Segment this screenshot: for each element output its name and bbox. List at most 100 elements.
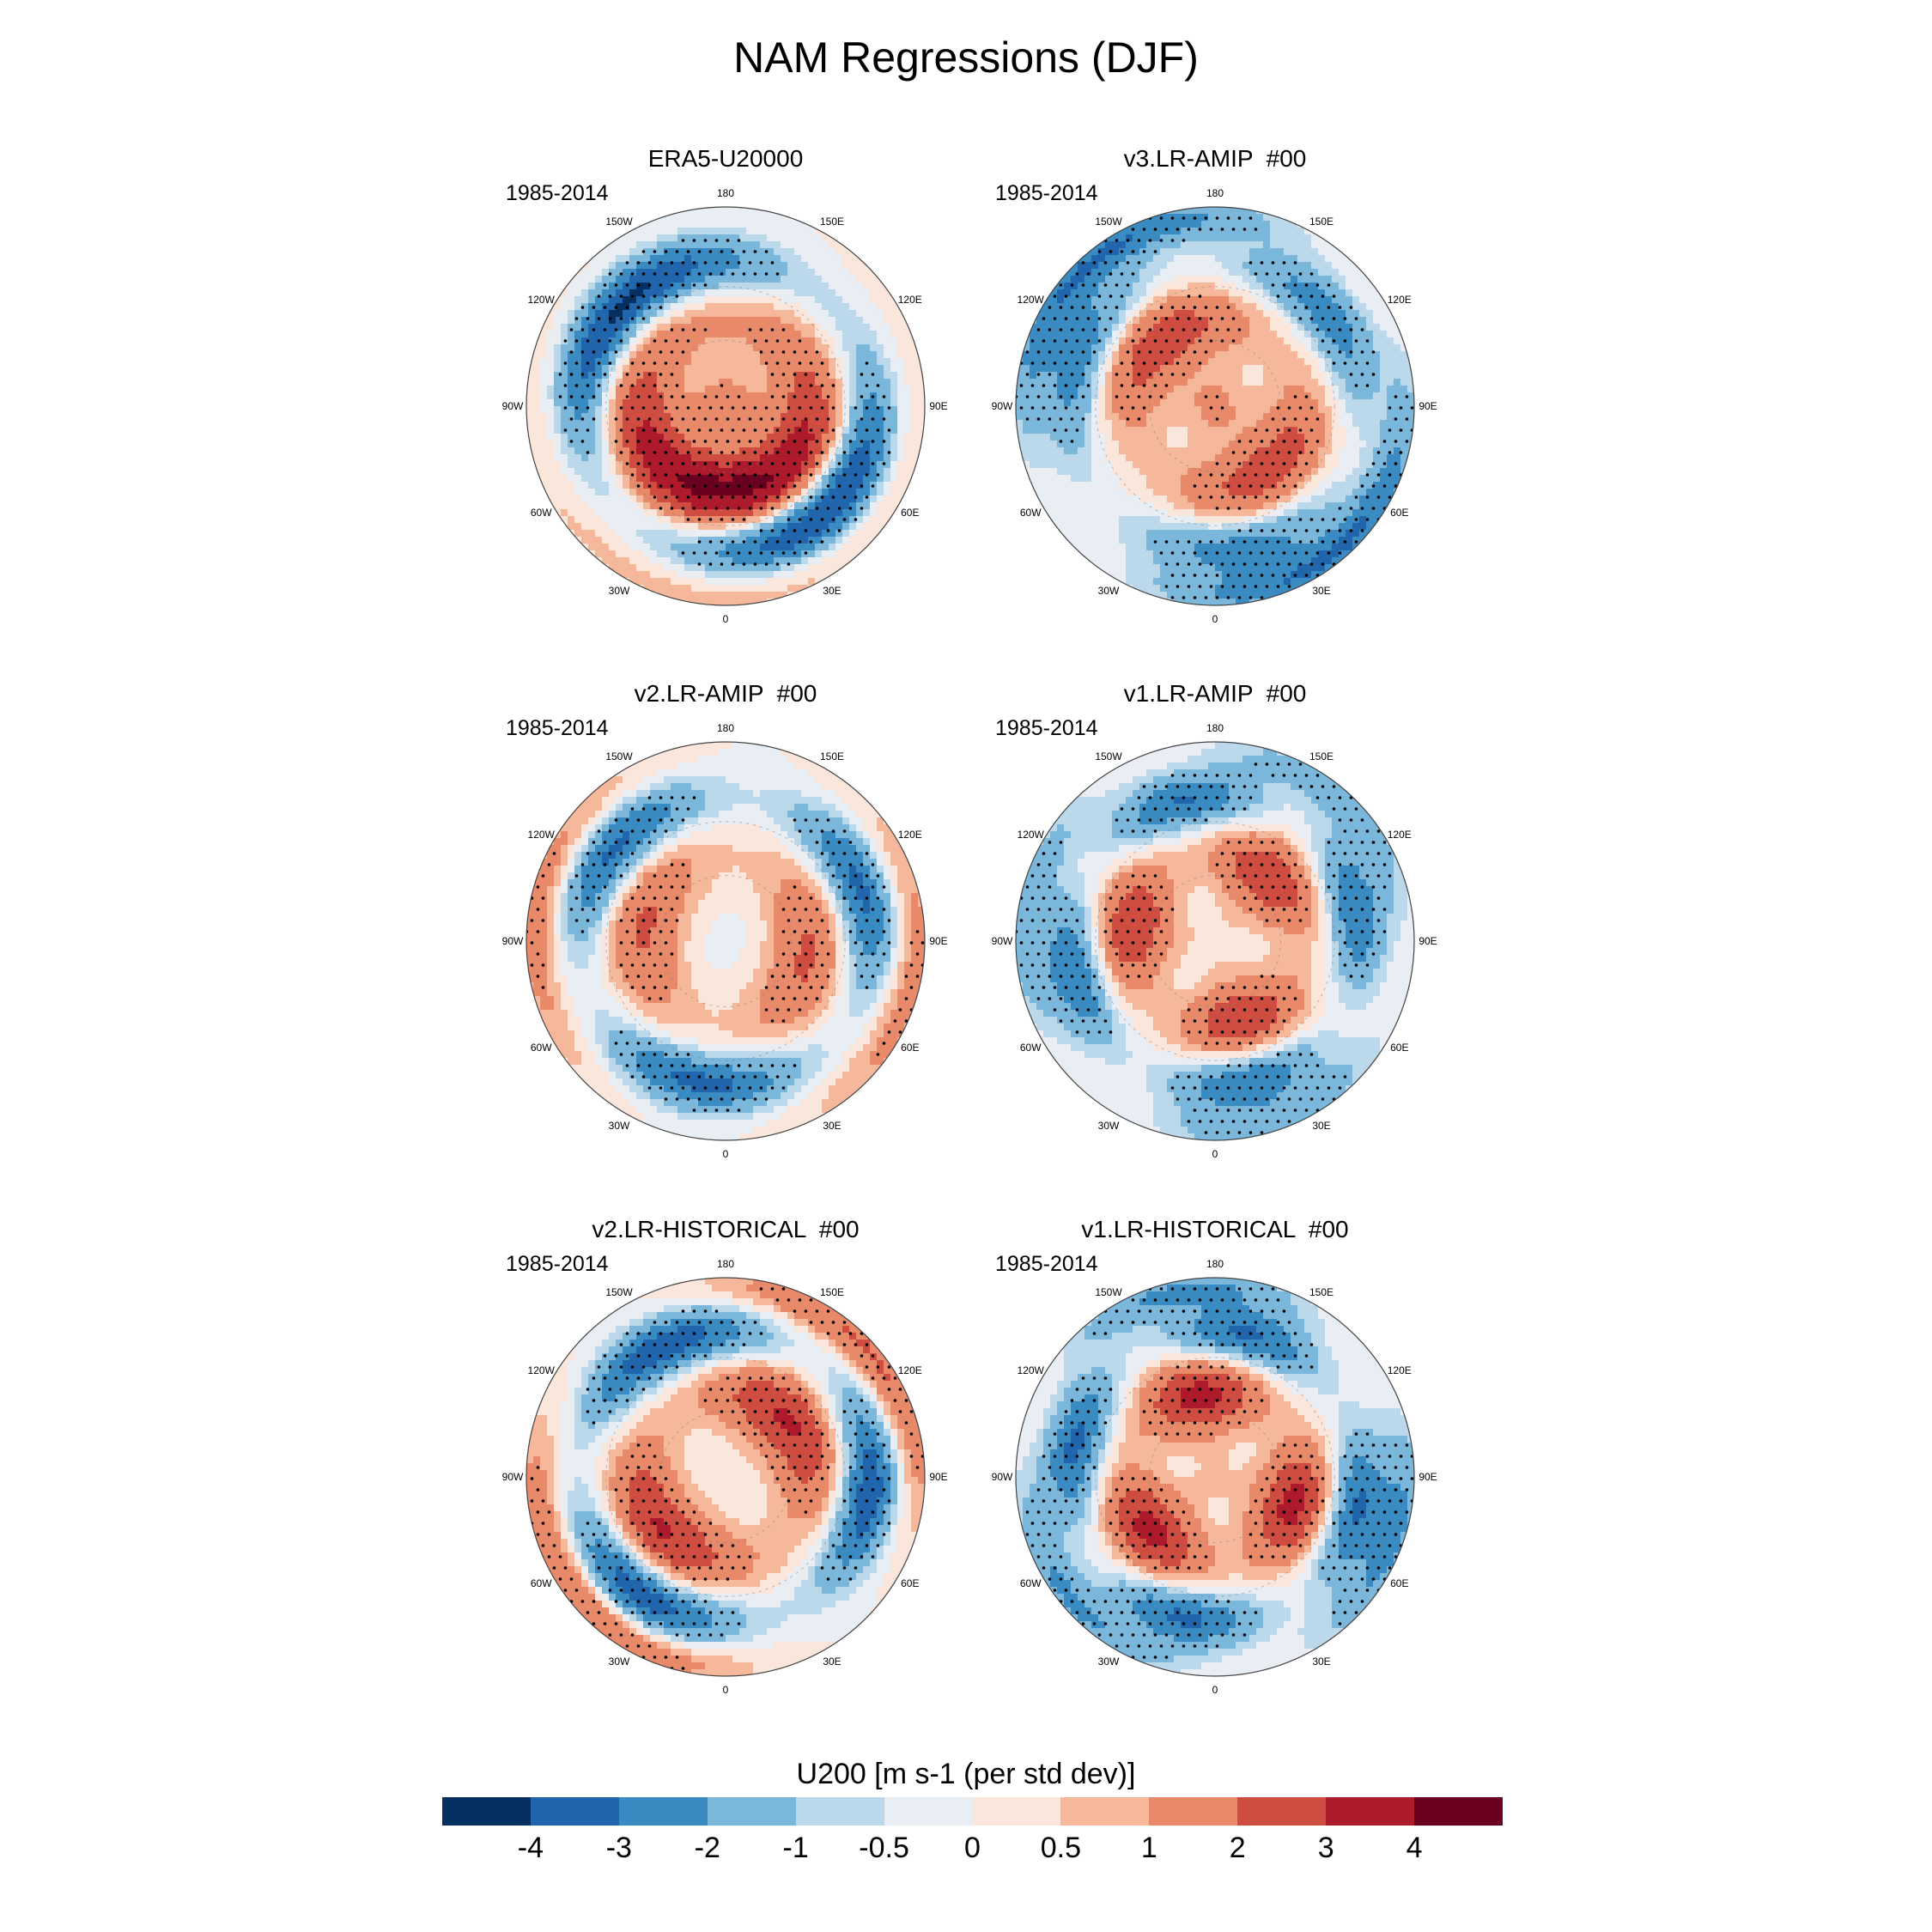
colorbar-tick-label: -4 <box>517 1832 544 1864</box>
colorbar-tick-label: -3 <box>605 1832 632 1864</box>
longitude-label: 180 <box>717 187 734 199</box>
longitude-label: 30E <box>823 1656 841 1668</box>
longitude-label: 90W <box>502 400 524 412</box>
significance-stippling <box>1016 216 1414 599</box>
longitude-label: 90E <box>1419 935 1437 947</box>
significance-stippling <box>1016 762 1392 1134</box>
colorbar-box <box>972 1797 1061 1826</box>
longitude-label: 90W <box>502 1471 524 1483</box>
longitude-label: 120W <box>1018 294 1045 306</box>
longitude-label: 120E <box>898 829 922 841</box>
panel-period: 1985-2014 <box>506 716 609 740</box>
colorbar-box <box>618 1797 708 1826</box>
longitude-label: 180 <box>717 1258 734 1270</box>
longitude-label: 60E <box>901 1042 919 1054</box>
filled-contours <box>1016 1278 1414 1676</box>
significance-stippling <box>526 796 925 1112</box>
polar-map: 180 150E 120E 90E 60E 30E 0 30W 60W 90W 120W 150W <box>502 1258 948 1696</box>
longitude-label: 30W <box>609 1120 630 1132</box>
colorbar-box <box>530 1797 620 1826</box>
longitude-label: 0 <box>1212 1148 1218 1160</box>
longitude-label: 150W <box>1095 1286 1122 1298</box>
longitude-label: 120E <box>898 1364 922 1376</box>
map-panel-v2-amip: v2.LR-AMIP #00 1985-2014 180 150E 120E 90E 6… <box>485 680 966 1166</box>
longitude-label: 180 <box>1206 722 1224 734</box>
map-panel-v1-amip: v1.LR-AMIP #00 1985-2014 180 150E 120E 90E 6… <box>975 680 1455 1166</box>
colorbar-box <box>884 1797 973 1826</box>
panel-title: v3.LR-AMIP #00 <box>1123 145 1307 172</box>
colorbar-box <box>707 1797 797 1826</box>
colorbar-tick-label: -1 <box>782 1832 809 1864</box>
longitude-label: 150W <box>1095 750 1122 762</box>
longitude-label: 60W <box>531 1577 552 1589</box>
longitude-label: 150E <box>1309 1286 1334 1298</box>
filled-contours <box>526 1278 925 1676</box>
longitude-label: 60W <box>1020 507 1042 519</box>
coastline-outline <box>1148 339 1282 473</box>
filled-contours <box>526 207 925 605</box>
longitude-label: 90E <box>929 935 947 947</box>
longitude-label: 150E <box>1309 750 1334 762</box>
panel-period: 1985-2014 <box>995 1252 1098 1276</box>
longitude-label: 120E <box>898 294 922 306</box>
coastline-outline <box>605 286 846 526</box>
panel-title: v2.LR-HISTORICAL #00 <box>592 1216 860 1242</box>
colorbar-tick-label: 2 <box>1229 1832 1246 1864</box>
colorbar-box <box>1237 1797 1327 1826</box>
panel-title: v1.LR-AMIP #00 <box>1123 680 1307 707</box>
coastline-outline <box>605 821 846 1061</box>
longitude-label: 150E <box>1309 216 1334 228</box>
longitude-label: 60E <box>901 1577 919 1589</box>
longitude-label: 120W <box>1018 1364 1045 1376</box>
longitude-label: 90E <box>929 1471 947 1483</box>
longitude-label: 90E <box>1419 1471 1437 1483</box>
map-border <box>526 206 926 606</box>
panel-title: v2.LR-AMIP #00 <box>634 680 817 707</box>
colorbar-tick-label: 4 <box>1406 1832 1423 1864</box>
colorbar-box <box>442 1797 532 1826</box>
longitude-label: 30W <box>1098 585 1120 597</box>
longitude-label: 60W <box>1020 1042 1042 1054</box>
coastline-outline <box>1095 821 1335 1061</box>
longitude-label: 90E <box>929 400 947 412</box>
map-border <box>526 1277 926 1677</box>
longitude-label: 120W <box>528 829 556 841</box>
map-panel-era5: ERA5-U20000 1985-2014 180 150E 120E 90E 60E 3… <box>485 145 966 631</box>
map-border <box>1015 1277 1415 1677</box>
significance-stippling <box>558 239 891 566</box>
longitude-label: 150W <box>605 1286 633 1298</box>
longitude-label: 120W <box>528 294 556 306</box>
map-panel-v2-historical: v2.LR-HISTORICAL #00 1985-2014 180 150E 12… <box>485 1216 966 1702</box>
colorbar-box <box>1414 1797 1504 1826</box>
longitude-label: 150E <box>820 1286 844 1298</box>
longitude-label: 0 <box>1212 1684 1218 1696</box>
longitude-label: 150W <box>605 750 633 762</box>
longitude-label: 120E <box>1388 829 1412 841</box>
significance-stippling <box>530 1287 925 1670</box>
filled-contours <box>526 742 925 1140</box>
longitude-label: 30W <box>609 585 630 597</box>
panel-period: 1985-2014 <box>506 1252 609 1276</box>
longitude-label: 30E <box>1312 1120 1330 1132</box>
longitude-label: 150E <box>820 216 844 228</box>
map-panel-v3-amip: v3.LR-AMIP #00 1985-2014 180 150E 120E 90E 6… <box>975 145 1455 631</box>
longitude-label: 60W <box>531 1042 552 1054</box>
longitude-label: 90W <box>502 935 524 947</box>
map-panel-v1-historical: v1.LR-HISTORICAL #00 1985-2014 180 150E 12… <box>975 1216 1455 1702</box>
panel-period: 1985-2014 <box>995 716 1098 740</box>
longitude-label: 90W <box>992 400 1013 412</box>
coastline-outline <box>659 1410 793 1544</box>
longitude-label: 30W <box>609 1656 630 1668</box>
colorbar-tick-label: 1 <box>1140 1832 1157 1864</box>
coastline-outline <box>1148 1410 1282 1544</box>
colorbar-tick-label: -2 <box>694 1832 720 1864</box>
coastline-outline <box>659 874 793 1008</box>
longitude-label: 30W <box>1098 1656 1120 1668</box>
longitude-label: 60E <box>901 507 919 519</box>
colorbar-tick-label: 3 <box>1317 1832 1334 1864</box>
polar-map: 180 150E 120E 90E 60E 30E 0 30W 60W 90W 120W 150W <box>992 1258 1437 1696</box>
longitude-label: 30E <box>823 585 841 597</box>
coastline-outline <box>1095 1357 1335 1597</box>
map-border <box>1015 741 1415 1141</box>
filled-contours <box>1016 742 1414 1140</box>
